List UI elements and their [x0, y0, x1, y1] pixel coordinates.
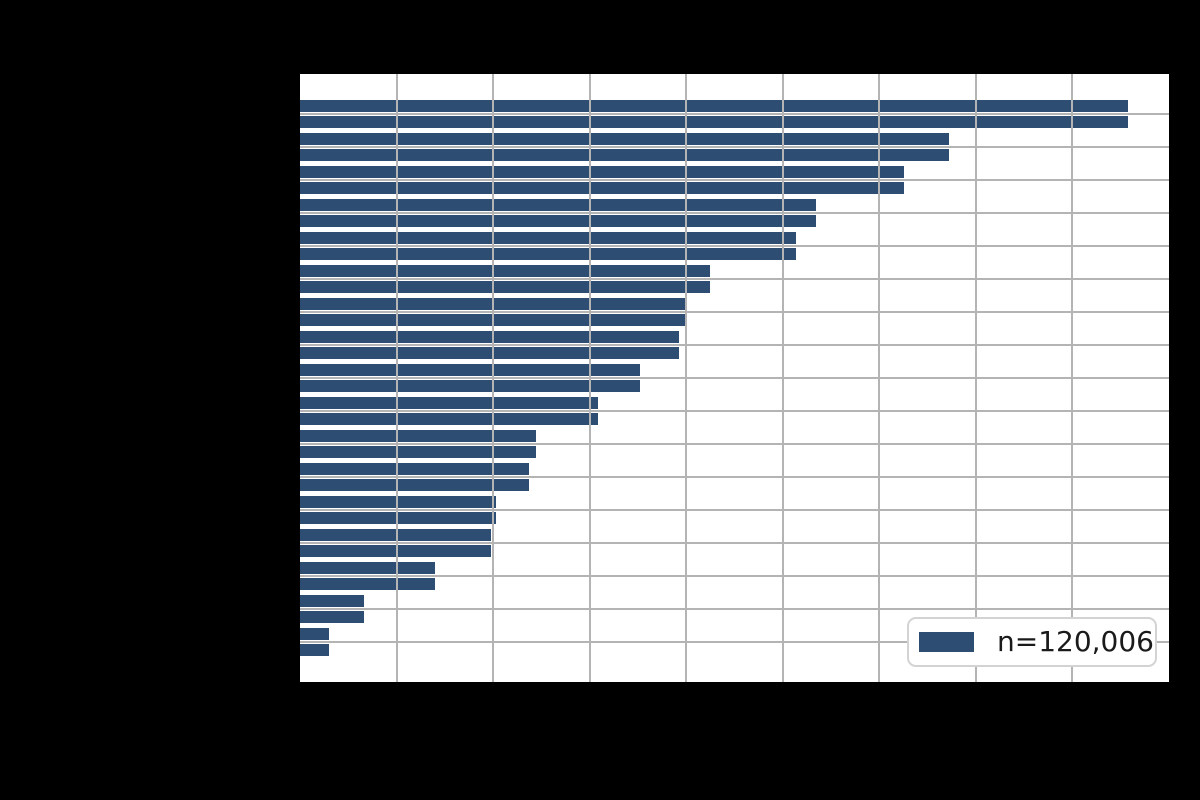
bar — [300, 182, 905, 194]
legend: n=120,006 — [907, 617, 1157, 667]
legend-label: n=120,006 — [997, 625, 1154, 658]
bar — [300, 364, 640, 376]
bar — [300, 149, 949, 161]
plot-area: n=120,006 — [300, 74, 1169, 682]
bar — [300, 463, 529, 475]
bar — [300, 265, 711, 277]
bar — [300, 199, 816, 211]
bar — [300, 215, 816, 227]
bar — [300, 446, 536, 458]
bar — [300, 380, 640, 392]
bar — [300, 512, 496, 524]
bar — [300, 347, 679, 359]
legend-swatch — [919, 632, 974, 652]
bar — [300, 100, 1129, 112]
bar — [300, 248, 797, 260]
bar — [300, 116, 1129, 128]
bars-layer — [300, 74, 1169, 682]
bar — [300, 133, 949, 145]
bar — [300, 298, 688, 310]
bar — [300, 281, 711, 293]
bar — [300, 166, 905, 178]
bar — [300, 595, 364, 607]
bar — [300, 644, 329, 656]
bar — [300, 430, 536, 442]
bar — [300, 232, 797, 244]
bar — [300, 611, 364, 623]
bar — [300, 545, 492, 557]
bar — [300, 331, 679, 343]
bar — [300, 562, 436, 574]
bar — [300, 397, 599, 409]
bar — [300, 529, 492, 541]
bar — [300, 413, 599, 425]
bar — [300, 578, 436, 590]
bar — [300, 628, 329, 640]
bar — [300, 479, 529, 491]
bar — [300, 314, 688, 326]
bar — [300, 496, 496, 508]
